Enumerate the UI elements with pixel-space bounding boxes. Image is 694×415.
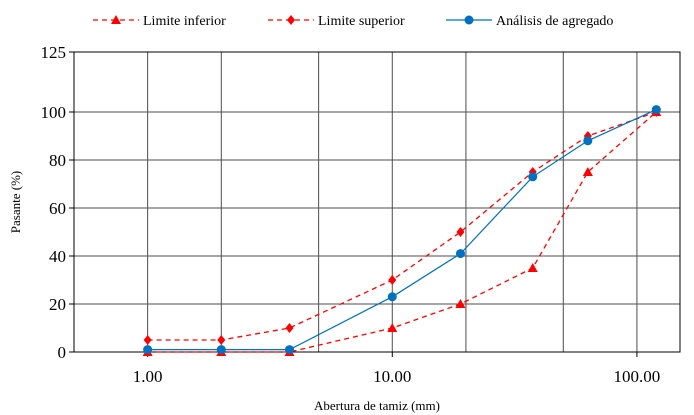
data-point xyxy=(583,136,593,146)
data-point xyxy=(143,335,152,345)
series-line xyxy=(147,109,657,351)
data-point xyxy=(456,227,465,237)
data-point xyxy=(387,323,398,332)
data-point xyxy=(217,335,226,345)
data-point xyxy=(455,249,465,259)
y-axis-ticks: 0 20 40 60 80 100 125 xyxy=(41,43,74,362)
data-point xyxy=(387,292,397,302)
legend-label: Limite inferior xyxy=(143,14,226,29)
y-tick-label: 125 xyxy=(41,43,67,62)
legend-label: Limite superior xyxy=(318,14,405,29)
data-point xyxy=(455,299,466,308)
plot-frame xyxy=(73,51,681,353)
y-tick-label: 20 xyxy=(49,295,66,314)
data-point xyxy=(143,345,153,355)
series-line xyxy=(147,111,657,353)
data-point xyxy=(651,105,661,115)
y-axis-title: Pasante (%) xyxy=(8,171,23,233)
series-group xyxy=(142,105,662,356)
data-point xyxy=(216,345,226,355)
legend-marker xyxy=(464,15,474,25)
y-tick-label: 0 xyxy=(58,343,67,362)
data-point xyxy=(285,323,294,333)
data-point xyxy=(284,345,294,355)
y-tick-label: 80 xyxy=(49,151,66,170)
x-axis-title: Abertura de tamiz (mm) xyxy=(314,398,440,413)
legend-marker xyxy=(111,15,121,24)
legend-marker xyxy=(287,15,295,25)
series-line xyxy=(147,111,657,341)
series-3 xyxy=(143,105,661,355)
x-tick-label: 1.00 xyxy=(133,367,163,386)
data-point xyxy=(527,263,538,272)
x-axis-ticks: 1.00 10.00 100.00 xyxy=(133,352,661,386)
legend-item-3: Análisis de agregado xyxy=(446,14,613,29)
data-point xyxy=(582,167,593,176)
legend-label: Análisis de agregado xyxy=(496,14,613,29)
x-tick-label: 10.00 xyxy=(373,367,411,386)
y-tick-label: 100 xyxy=(41,103,67,122)
y-tick-label: 40 xyxy=(49,247,66,266)
legend-item-2: Limite superior xyxy=(268,14,405,29)
legend: Limite inferior Limite superior Análisis d… xyxy=(93,14,613,29)
y-tick-label: 60 xyxy=(49,199,66,218)
x-tick-label: 100.00 xyxy=(614,367,661,386)
legend-item-1: Limite inferior xyxy=(93,14,226,29)
data-point xyxy=(528,172,538,182)
data-point xyxy=(388,275,397,285)
